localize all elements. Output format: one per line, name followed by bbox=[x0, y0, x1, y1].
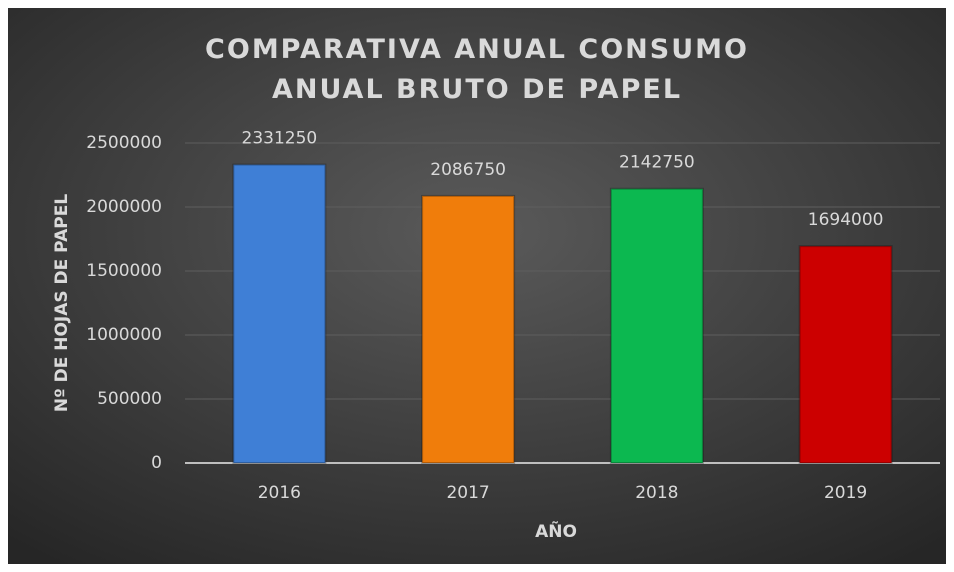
bar bbox=[232, 163, 327, 464]
x-tick-label: 2017 bbox=[446, 483, 489, 503]
x-tick-label: 2019 bbox=[824, 483, 867, 503]
bar bbox=[421, 194, 516, 464]
y-tick-label: 1500000 bbox=[86, 261, 162, 281]
x-tick-label: 2016 bbox=[258, 483, 301, 503]
y-tick-label: 1000000 bbox=[86, 325, 162, 345]
data-label: 1694000 bbox=[808, 210, 884, 230]
x-axis-title: AÑO bbox=[535, 519, 577, 542]
data-label: 2331250 bbox=[242, 129, 318, 149]
data-label: 2086750 bbox=[430, 160, 506, 180]
y-tick-label: 0 bbox=[151, 453, 162, 473]
bar bbox=[609, 187, 704, 464]
y-tick-label: 2000000 bbox=[86, 197, 162, 217]
y-tick-label: 500000 bbox=[97, 389, 162, 409]
y-tick-label: 2500000 bbox=[86, 133, 162, 153]
chart-title: COMPARATIVA ANUAL CONSUMO ANUAL BRUTO DE… bbox=[205, 34, 749, 105]
data-label: 2142750 bbox=[619, 153, 695, 173]
y-axis-title: Nº DE HOJAS DE PAPEL bbox=[52, 194, 72, 412]
x-tick-label: 2018 bbox=[635, 483, 678, 503]
bar bbox=[798, 245, 893, 464]
